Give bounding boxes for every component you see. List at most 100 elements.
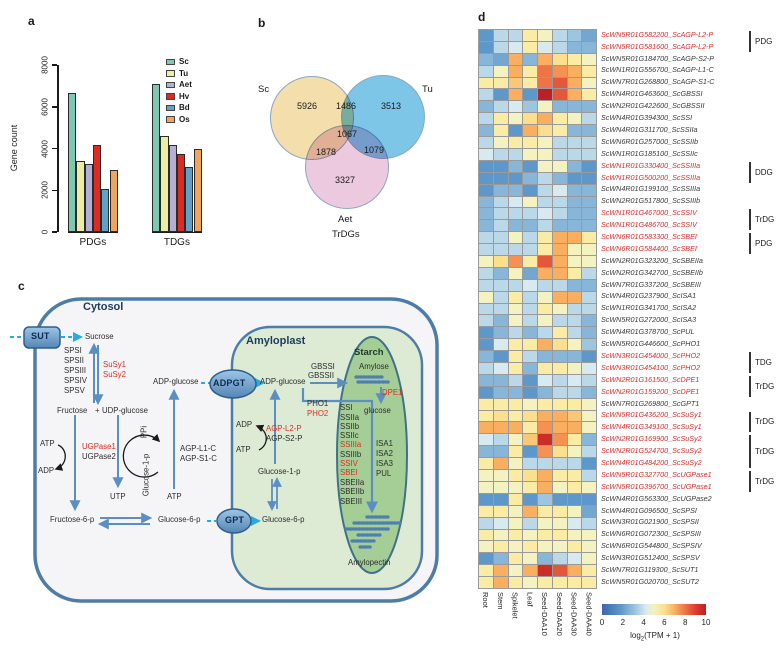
heatmap-row-label: ScWN1R01G341700_ScISA2: [601, 303, 697, 313]
heatmap-row-label: ScWN4R01G463600_ScGBSSI: [601, 89, 703, 99]
heatmap-cell: [552, 30, 567, 41]
heatmap-cell: [523, 125, 537, 137]
heatmap-cell: [582, 291, 596, 303]
venn-count-sc-tu: 1486: [335, 101, 357, 111]
heatmap-cell: [552, 434, 567, 446]
heatmap-cell: [508, 160, 523, 172]
heatmap-cell: [493, 89, 508, 101]
colorbar-tick: 8: [682, 618, 688, 627]
heatmap-cell: [523, 458, 537, 470]
heatmap-cell: [538, 422, 552, 434]
pathway-label-starch: Starch: [354, 347, 384, 358]
group-bracket: [749, 233, 751, 254]
heatmap-row-label: ScWN7R01G269800_ScGPT1: [601, 398, 700, 408]
venn-count-center: 1067: [336, 129, 358, 139]
legend-item-bd: Bd: [166, 102, 192, 114]
pathway-label-sps4: SPSIV: [64, 376, 87, 385]
sut-transporter-shape: [23, 326, 61, 349]
heatmap-cell: [552, 53, 567, 65]
heatmap-cell: [567, 422, 582, 434]
bar-group-baseline: [68, 232, 118, 234]
heatmap-cell: [523, 255, 537, 267]
heatmap-cell: [538, 184, 552, 196]
heatmap-row-label: ScWN6R01G584400_ScSBEI: [601, 243, 697, 253]
panel-d-label: d: [478, 10, 486, 24]
pathway-label-agp-s2-p: AGP-S2-P: [266, 434, 303, 443]
heatmap-cell: [552, 101, 567, 113]
pathway-label-adp-glucose-cyt: ADP-glucose: [153, 377, 199, 386]
group-bracket: [749, 435, 751, 469]
heatmap-cell: [582, 172, 596, 184]
heatmap-row-label: ScWN6R01G072300_ScSPSIII: [601, 529, 701, 539]
heatmap-cell: [493, 113, 508, 125]
heatmap-cell: [567, 232, 582, 244]
y-axis-tick-label: 4000: [40, 139, 50, 158]
heatmap-cell: [582, 422, 596, 434]
heatmap-cell: [508, 577, 523, 588]
heatmap-column-label: Leaf: [525, 592, 535, 607]
legend-swatch-hv: [166, 93, 175, 100]
pathway-label-ssiiib: SSIIIb: [340, 450, 362, 459]
pathway-label-ppi: PPi: [139, 425, 149, 439]
heatmap-cell: [479, 327, 493, 339]
heatmap-cell: [552, 422, 567, 434]
heatmap-cell: [479, 172, 493, 184]
heatmap-cell: [508, 553, 523, 565]
heatmap-cell: [582, 553, 596, 565]
heatmap-cell: [508, 101, 523, 113]
pathway-label-isa1: ISA1: [376, 439, 393, 448]
heatmap-cell: [523, 267, 537, 279]
heatmap-cell: [523, 398, 537, 410]
heatmap-cell: [538, 505, 552, 517]
heatmap-cell: [567, 410, 582, 422]
pathway-label-sbeiii: SBEIII: [340, 497, 363, 506]
heatmap-cell: [552, 398, 567, 410]
y-axis-tick-label: 6000: [40, 97, 50, 116]
heatmap-cell: [493, 398, 508, 410]
heatmap-cell: [552, 517, 567, 529]
heatmap-cell: [523, 65, 537, 77]
heatmap-row-label: ScWN5R01G184700_ScAGP-S2-P: [601, 53, 715, 63]
heatmap-row-label: ScWN1R01G556700_ScAGP-L1-C: [601, 65, 714, 75]
pathway-label-agp-l1-c: AGP-L1-C: [180, 444, 216, 453]
heatmap-cell: [493, 505, 508, 517]
heatmap-column-label: Stem: [495, 592, 505, 610]
heatmap-cell: [479, 220, 493, 232]
group-label: TDG: [755, 358, 772, 368]
legend-swatch-os: [166, 116, 175, 123]
heatmap-cell: [508, 351, 523, 363]
heatmap-cell: [493, 160, 508, 172]
pathway-label-atp-amy: ATP: [236, 445, 251, 454]
legend-label: Tu: [179, 68, 189, 78]
heatmap-cell: [582, 101, 596, 113]
heatmap-cell: [538, 137, 552, 148]
heatmap-cell: [508, 529, 523, 541]
heatmap-cell: [582, 220, 596, 232]
y-axis: [57, 65, 59, 232]
heatmap-cell: [552, 351, 567, 363]
heatmap-cell: [538, 101, 552, 113]
heatmap-cell: [508, 517, 523, 529]
group-bracket: [749, 209, 751, 231]
heatmap-cell: [479, 446, 493, 458]
heatmap-cell: [582, 398, 596, 410]
panel-d-heatmap: d ScWN5R01G582200_ScAGP-L2-P ScWN5R01G581…: [470, 10, 781, 666]
heatmap-cell: [523, 113, 537, 125]
heatmap-cell: [567, 493, 582, 505]
heatmap-cell: [552, 160, 567, 172]
heatmap-cell: [508, 53, 523, 65]
heatmap-cell: [567, 398, 582, 410]
heatmap-cell: [552, 267, 567, 279]
legend-label: Bd: [179, 103, 190, 113]
heatmap-cell: [582, 232, 596, 244]
pathway-label-sps5: SPSV: [64, 386, 85, 395]
heatmap-row-label: ScWN3R01G454100_ScPHO2: [601, 362, 701, 372]
heatmap-cell: [582, 565, 596, 577]
venn-circle-aet: [305, 125, 389, 209]
heatmap-cell: [479, 434, 493, 446]
heatmap-cell: [493, 363, 508, 374]
heatmap-cell: [479, 493, 493, 505]
heatmap-row-label: ScWN2R01G517800_ScSSIIIb: [601, 196, 701, 206]
pathway-label-gbssii: GBSSII: [308, 371, 334, 380]
heatmap-row-label: ScWN4R01G311700_ScSSIIa: [601, 124, 698, 134]
